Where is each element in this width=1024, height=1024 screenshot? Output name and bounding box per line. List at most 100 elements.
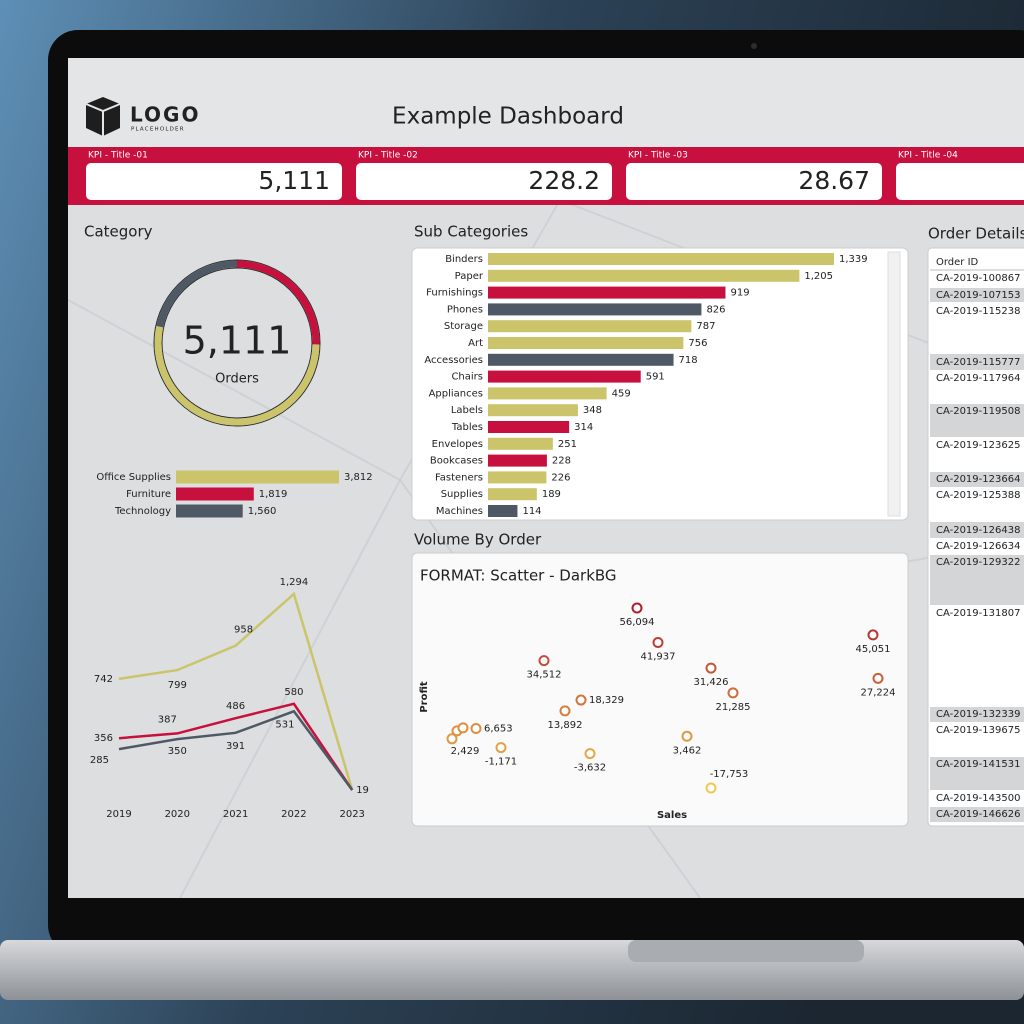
bar-value-label: 919 <box>730 288 749 299</box>
bar-category-label: Art <box>468 338 483 349</box>
x-tick-label: 2019 <box>106 809 131 820</box>
bar <box>488 404 578 417</box>
scatter-point <box>446 733 458 745</box>
donut-segment <box>154 325 320 426</box>
bar <box>488 488 537 501</box>
bar-category-label: Machines <box>436 506 483 517</box>
order-id: CA-2019-123664 <box>936 474 1020 485</box>
header-bar <box>68 58 1024 147</box>
scrollbar <box>887 251 901 517</box>
bar-category-label: Chairs <box>451 372 483 383</box>
row-band <box>930 555 1024 605</box>
bar-value-label: 114 <box>522 506 541 517</box>
row-band <box>930 707 1024 722</box>
data-label: 3,462 <box>673 745 702 756</box>
logo-text: LOGO <box>130 103 200 127</box>
section-title: Volume By Order <box>414 531 542 549</box>
y-axis-label: Profit <box>419 681 430 713</box>
kpi-card <box>356 163 612 200</box>
scatter-point <box>867 629 879 641</box>
scatter-point <box>584 748 596 760</box>
bar <box>488 303 702 316</box>
data-label: 285 <box>90 755 109 766</box>
bar <box>488 253 834 265</box>
scatter-point <box>457 722 469 734</box>
section-title: Order Details <box>928 225 1024 243</box>
order-id: CA-2019-107153 <box>936 290 1020 301</box>
scatter-point <box>705 782 717 794</box>
data-label: -1,171 <box>485 757 517 768</box>
bar-category-label: Appliances <box>429 388 483 399</box>
row-band <box>930 757 1024 790</box>
bar-value-label: 1,819 <box>259 489 288 500</box>
bar-value-label: 228 <box>552 456 571 467</box>
bar-category-label: Fasteners <box>435 472 483 483</box>
bar <box>488 471 547 484</box>
bar <box>176 487 254 501</box>
data-label: 958 <box>234 625 253 636</box>
order-id: CA-2019-141531 <box>936 759 1020 770</box>
scatter-point <box>705 662 717 674</box>
bar-category-label: Paper <box>455 271 484 282</box>
data-label: 31,426 <box>694 677 729 688</box>
bar-value-label: 226 <box>551 472 570 483</box>
data-label: -17,753 <box>710 769 749 780</box>
bar <box>488 337 684 349</box>
bar-category-label: Labels <box>451 405 483 416</box>
section-title: Category <box>84 223 153 241</box>
donut-outline <box>161 267 313 419</box>
bar-value-label: 756 <box>688 338 707 349</box>
kpi-label: KPI - Title -04 <box>898 151 958 161</box>
data-label: -3,632 <box>574 763 606 774</box>
logo-subtext: PLACEHOLDER <box>131 127 185 133</box>
row-band <box>930 288 1024 302</box>
bar-value-label: 826 <box>706 304 725 315</box>
bar-category-label: Storage <box>444 321 483 332</box>
x-tick-label: 2020 <box>165 809 190 820</box>
line-series <box>118 702 354 791</box>
scatter-panel <box>411 552 909 827</box>
donut-label: Orders <box>215 372 259 387</box>
order-id: CA-2019-139675 <box>936 725 1020 736</box>
order-id: CA-2019-115777 <box>936 357 1020 368</box>
data-label: 387 <box>158 714 177 725</box>
data-label: 19 <box>356 785 369 796</box>
order-id: CA-2019-115238 <box>936 306 1020 317</box>
bar <box>488 370 641 383</box>
subcat-panel <box>411 247 909 521</box>
bar-value-label: 459 <box>612 388 631 399</box>
scatter-point <box>495 742 507 754</box>
kpi-card <box>896 163 1024 200</box>
data-label: 486 <box>226 701 245 712</box>
order-id: CA-2019-117964 <box>936 373 1020 384</box>
kpi-label: KPI - Title -03 <box>628 151 688 161</box>
bar-value-label: 1,339 <box>839 254 868 265</box>
data-label: 799 <box>168 680 187 691</box>
order-id: CA-2019-132339 <box>936 709 1020 720</box>
scatter-point <box>681 730 693 742</box>
order-id: CA-2019-125388 <box>936 490 1020 501</box>
scatter-point <box>872 672 884 684</box>
base-notch <box>628 940 864 962</box>
screen: LOGO PLACEHOLDER Example Dashboard Categ… <box>68 58 1024 898</box>
kpi-value: 28.67 <box>798 166 870 195</box>
data-label: 391 <box>226 741 245 752</box>
order-id: CA-2019-123625 <box>936 440 1020 451</box>
bar <box>488 286 726 299</box>
line-series <box>118 591 354 791</box>
data-label: 21,285 <box>716 702 751 713</box>
order-id: CA-2019-126634 <box>936 541 1020 552</box>
scatter-point <box>538 655 550 667</box>
laptop-base <box>0 940 1024 1000</box>
x-axis-label: Sales <box>657 810 687 821</box>
bar <box>488 437 553 450</box>
data-label: 356 <box>94 733 113 744</box>
row-band <box>930 807 1024 822</box>
kpi-label: KPI - Title -01 <box>88 151 148 161</box>
section-title: Sub Categories <box>414 223 528 241</box>
data-label: 6,653 <box>484 724 513 735</box>
scatter-point <box>575 694 587 706</box>
bar-category-label: Envelopes <box>432 439 483 450</box>
row-band <box>930 404 1024 437</box>
